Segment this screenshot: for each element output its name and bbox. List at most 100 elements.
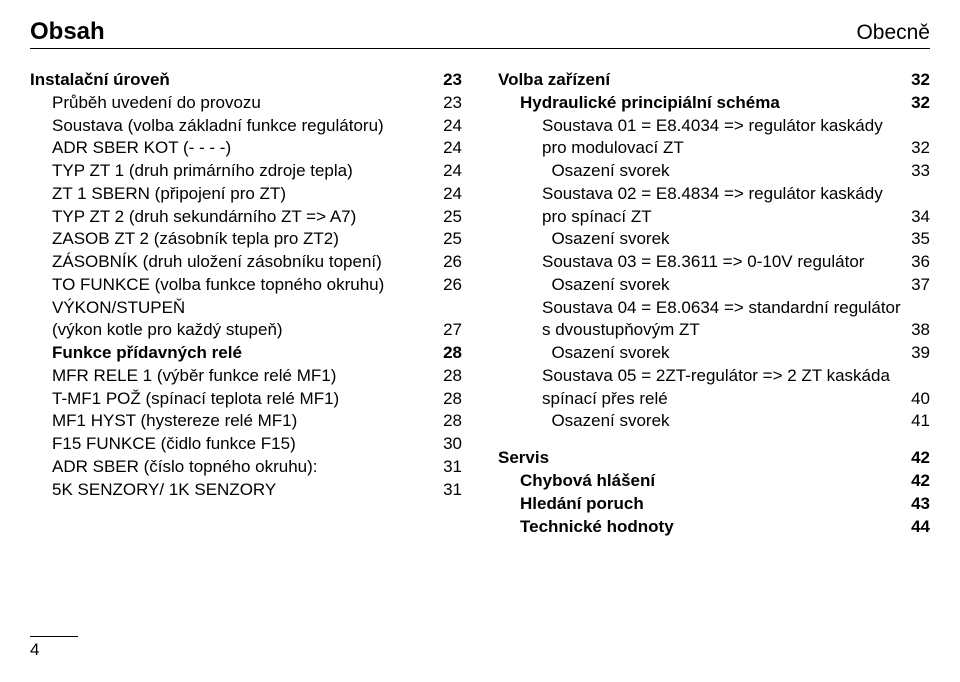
toc-line: Volba zařízení 32 bbox=[498, 69, 930, 92]
toc-label: TYP ZT 2 (druh sekundárního ZT => A7) bbox=[52, 206, 356, 229]
toc-page: 40 bbox=[901, 388, 930, 411]
toc-label: Volba zařízení bbox=[498, 69, 610, 92]
toc-line: Osazení svorek 39 bbox=[498, 342, 930, 365]
toc-label: TYP ZT 1 (druh primárního zdroje tepla) bbox=[52, 160, 353, 183]
toc-page: 41 bbox=[901, 410, 930, 433]
toc-line: TO FUNKCE (volba funkce topného okruhu) 2… bbox=[30, 274, 462, 297]
toc-line: Soustava 01 = E8.4034 => regulátor kaská… bbox=[498, 115, 930, 138]
toc-label: Soustava 04 = E8.0634 => standardní regu… bbox=[542, 297, 901, 320]
toc-page: 23 bbox=[433, 69, 462, 92]
toc-line: Soustava 02 = E8.4834 => regulátor kaská… bbox=[498, 183, 930, 206]
toc-label: spínací přes relé bbox=[542, 388, 668, 411]
toc-label: Soustava 05 = 2ZT-regulátor => 2 ZT kask… bbox=[542, 365, 890, 388]
toc-page: 28 bbox=[433, 388, 462, 411]
header-title-left: Obsah bbox=[30, 18, 105, 46]
toc-label: Osazení svorek bbox=[542, 342, 670, 365]
toc-line: ZÁSOBNÍK (druh uložení zásobníku topení)… bbox=[30, 251, 462, 274]
page-header: Obsah Obecně bbox=[30, 18, 930, 49]
toc-page: 38 bbox=[901, 319, 930, 342]
toc-line: pro spínací ZT 34 bbox=[498, 206, 930, 229]
toc-page: 24 bbox=[433, 160, 462, 183]
toc-label: Osazení svorek bbox=[542, 228, 670, 251]
toc-label: TO FUNKCE (volba funkce topného okruhu) bbox=[52, 274, 384, 297]
toc-line: MF1 HYST (hystereze relé MF1) 28 bbox=[30, 410, 462, 433]
toc-label: Funkce přídavných relé bbox=[52, 342, 242, 365]
toc-page: 25 bbox=[433, 206, 462, 229]
toc-line: Hydraulické principiální schéma32 bbox=[498, 92, 930, 115]
toc-page: 39 bbox=[901, 342, 930, 365]
toc-page: 37 bbox=[901, 274, 930, 297]
toc-label: ADR SBER KOT (- - - -) bbox=[52, 137, 231, 160]
toc-column-left: Instalační úroveň 23Průběh uvedení do pro… bbox=[30, 69, 462, 538]
toc-column-right: Volba zařízení32Hydraulické principiální… bbox=[498, 69, 930, 538]
toc-page: 42 bbox=[901, 447, 930, 470]
toc-page: 36 bbox=[901, 251, 930, 274]
toc-page: 23 bbox=[433, 92, 462, 115]
toc-line: T-MF1 POŽ (spínací teplota relé MF1) 28 bbox=[30, 388, 462, 411]
toc-line: pro modulovací ZT 32 bbox=[498, 137, 930, 160]
toc-label: Hledání poruch bbox=[520, 493, 644, 516]
toc-page: 31 bbox=[433, 456, 462, 479]
toc-page: 25 bbox=[433, 228, 462, 251]
toc-page: 27 bbox=[433, 319, 462, 342]
header-title-right: Obecně bbox=[856, 21, 930, 45]
toc-line: TYP ZT 1 (druh primárního zdroje tepla) 2… bbox=[30, 160, 462, 183]
toc-label: Soustava 02 = E8.4834 => regulátor kaská… bbox=[542, 183, 883, 206]
toc-line: F15 FUNKCE (čidlo funkce F15) 30 bbox=[30, 433, 462, 456]
toc-page: 43 bbox=[901, 493, 930, 516]
toc-label: Soustava 01 = E8.4034 => regulátor kaská… bbox=[542, 115, 883, 138]
toc-page: 26 bbox=[433, 251, 462, 274]
toc-line: Instalační úroveň 23 bbox=[30, 69, 462, 92]
toc-label: Soustava (volba základní funkce reguláto… bbox=[52, 115, 384, 138]
toc-page: 31 bbox=[433, 479, 462, 502]
toc-page: 24 bbox=[433, 137, 462, 160]
toc-line: Soustava 04 = E8.0634 => standardní regu… bbox=[498, 297, 930, 320]
toc-label: F15 FUNKCE (čidlo funkce F15) bbox=[52, 433, 296, 456]
page-number: 4 bbox=[30, 636, 78, 660]
toc-line: Soustava 05 = 2ZT-regulátor => 2 ZT kask… bbox=[498, 365, 930, 388]
toc-label: ZT 1 SBERN (připojení pro ZT) bbox=[52, 183, 286, 206]
toc-line: Hledání poruch 43 bbox=[498, 493, 930, 516]
toc-line: Průběh uvedení do provozu23 bbox=[30, 92, 462, 115]
toc-line: TYP ZT 2 (druh sekundárního ZT => A7) 25 bbox=[30, 206, 462, 229]
toc-line: ZASOB ZT 2 (zásobník tepla pro ZT2) 25 bbox=[30, 228, 462, 251]
toc-label: MFR RELE 1 (výběr funkce relé MF1) bbox=[52, 365, 336, 388]
toc-label: Osazení svorek bbox=[542, 274, 670, 297]
toc-label: Instalační úroveň bbox=[30, 69, 170, 92]
toc-label: Chybová hlášení bbox=[520, 470, 655, 493]
toc-line: Chybová hlášení 42 bbox=[498, 470, 930, 493]
toc-page: 35 bbox=[901, 228, 930, 251]
toc-label: Technické hodnoty bbox=[520, 516, 674, 539]
toc-label: Soustava 03 = E8.3611 => 0-10V regulátor bbox=[542, 251, 864, 274]
toc-page: 24 bbox=[433, 183, 462, 206]
toc-label: ADR SBER (číslo topného okruhu): bbox=[52, 456, 318, 479]
toc-page: 33 bbox=[901, 160, 930, 183]
toc-label: ZASOB ZT 2 (zásobník tepla pro ZT2) bbox=[52, 228, 339, 251]
toc-label: pro spínací ZT bbox=[542, 206, 652, 229]
toc-line: ADR SBER (číslo topného okruhu): 31 bbox=[30, 456, 462, 479]
toc-label: 5K SENZORY/ 1K SENZORY bbox=[52, 479, 276, 502]
toc-line: Osazení svorek41 bbox=[498, 410, 930, 433]
toc-columns: Instalační úroveň 23Průběh uvedení do pro… bbox=[30, 69, 930, 538]
toc-line: Funkce přídavných relé28 bbox=[30, 342, 462, 365]
toc-page: 26 bbox=[433, 274, 462, 297]
toc-page: 42 bbox=[901, 470, 930, 493]
toc-line: (výkon kotle pro každý stupeň)27 bbox=[30, 319, 462, 342]
toc-line: spínací přes relé 40 bbox=[498, 388, 930, 411]
toc-label: pro modulovací ZT bbox=[542, 137, 684, 160]
toc-line: Osazení svorek 37 bbox=[498, 274, 930, 297]
toc-label: ZÁSOBNÍK (druh uložení zásobníku topení) bbox=[52, 251, 382, 274]
toc-line: Servis 42 bbox=[498, 447, 930, 470]
toc-label: T-MF1 POŽ (spínací teplota relé MF1) bbox=[52, 388, 339, 411]
toc-line: Osazení svorek 35 bbox=[498, 228, 930, 251]
toc-line: 5K SENZORY/ 1K SENZORY 31 bbox=[30, 479, 462, 502]
toc-page: 32 bbox=[901, 137, 930, 160]
toc-line: Technické hodnoty44 bbox=[498, 516, 930, 539]
toc-page: 32 bbox=[901, 69, 930, 92]
toc-label: MF1 HYST (hystereze relé MF1) bbox=[52, 410, 297, 433]
toc-label: Osazení svorek bbox=[542, 160, 670, 183]
toc-page: 34 bbox=[901, 206, 930, 229]
toc-label: Servis bbox=[498, 447, 549, 470]
toc-page: 28 bbox=[433, 410, 462, 433]
toc-page: 30 bbox=[433, 433, 462, 456]
